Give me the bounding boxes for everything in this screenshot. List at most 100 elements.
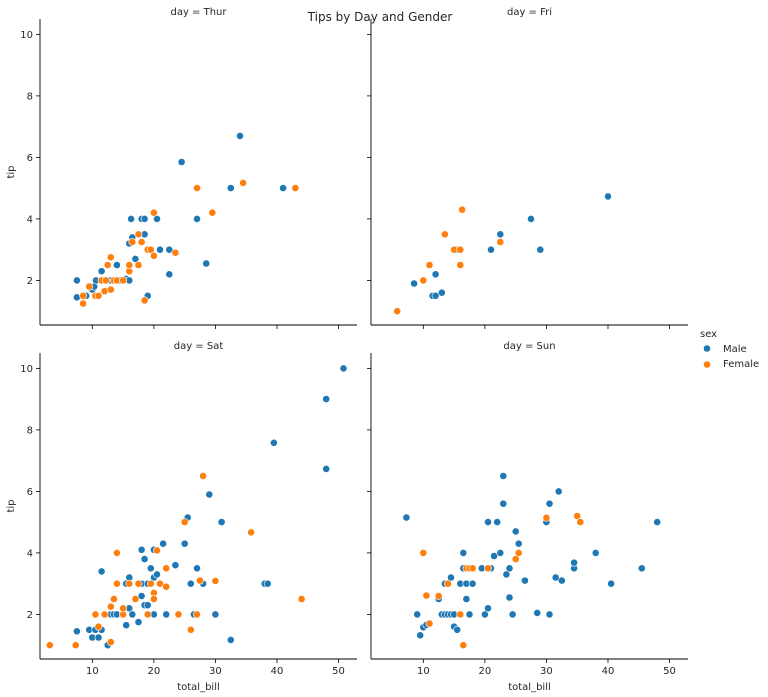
point-male xyxy=(162,610,171,619)
x-axis-label: total_bill xyxy=(177,682,220,693)
y-tick-label: 8 xyxy=(27,91,33,102)
point-male xyxy=(193,564,201,573)
point-female xyxy=(106,253,115,262)
point-male xyxy=(536,245,545,254)
point-female xyxy=(193,610,201,619)
point-female xyxy=(140,296,149,305)
point-male xyxy=(113,261,121,269)
point-male xyxy=(480,610,489,619)
point-female xyxy=(102,276,110,285)
point-male xyxy=(140,214,149,223)
point-male xyxy=(131,254,140,263)
point-male xyxy=(557,576,566,585)
point-female xyxy=(91,610,100,619)
point-female xyxy=(162,564,171,573)
point-female xyxy=(496,238,505,246)
point-female xyxy=(425,619,434,628)
point-male xyxy=(226,184,235,192)
point-male xyxy=(508,610,517,619)
point-male xyxy=(217,518,226,526)
point-female xyxy=(247,528,255,537)
point-female xyxy=(94,291,103,300)
point-female xyxy=(186,625,195,634)
x-tick-label: 20 xyxy=(479,666,492,677)
point-female xyxy=(422,591,431,600)
point-female xyxy=(106,638,115,646)
point-male xyxy=(533,609,542,617)
point-female xyxy=(459,641,468,650)
point-male xyxy=(607,579,615,588)
point-female xyxy=(134,230,143,239)
legend-marker-female xyxy=(703,360,711,369)
point-female xyxy=(149,251,158,260)
point-female xyxy=(79,299,87,308)
y-axis-label: tip xyxy=(6,165,17,178)
point-female xyxy=(514,549,523,557)
point-female xyxy=(113,549,121,557)
point-female xyxy=(468,564,477,573)
panels: day = Thur 2 4 6 8 10 tip day = Fri day = Sat 2 4 6… xyxy=(6,7,688,693)
point-male xyxy=(490,552,498,560)
y-tick-label: 4 xyxy=(27,548,33,559)
point-female xyxy=(193,184,201,192)
point-male xyxy=(94,633,103,642)
y-tick-label: 10 xyxy=(20,30,33,41)
point-male xyxy=(153,570,161,579)
point-male xyxy=(521,576,529,585)
point-female xyxy=(211,577,220,585)
point-male xyxy=(554,487,563,496)
x-tick-label: 50 xyxy=(332,666,345,677)
panel-3: day = Sat 2 4 6 8 10 10 20 30 40 50 tip total_bill xyxy=(6,341,357,693)
point-male xyxy=(226,636,235,644)
point-male xyxy=(453,625,462,634)
x-tick-label: 10 xyxy=(86,666,99,677)
y-tick-label: 10 xyxy=(20,364,33,375)
point-female xyxy=(137,238,146,246)
point-male xyxy=(527,214,535,223)
point-female xyxy=(456,610,465,619)
x-axis-label: total_bill xyxy=(508,682,551,693)
point-male xyxy=(140,555,149,563)
legend-title: sex xyxy=(700,329,717,340)
point-male xyxy=(205,490,214,499)
point-male xyxy=(122,621,131,630)
point-male xyxy=(496,549,505,557)
point-female xyxy=(149,208,158,217)
point-male xyxy=(137,545,146,554)
panel-title: day = Fri xyxy=(507,7,552,18)
point-male xyxy=(322,395,331,403)
point-male xyxy=(653,518,662,526)
point-male xyxy=(484,604,492,613)
point-female xyxy=(434,592,443,600)
point-female xyxy=(458,205,466,214)
point-male xyxy=(545,610,554,619)
y-tick-label: 4 xyxy=(27,214,33,225)
point-female xyxy=(199,472,207,480)
point-male xyxy=(465,610,474,619)
point-male xyxy=(459,549,468,557)
point-female xyxy=(125,579,134,588)
point-male xyxy=(171,561,180,570)
point-female xyxy=(94,622,103,631)
point-male xyxy=(134,618,143,626)
point-male xyxy=(545,499,554,508)
point-male xyxy=(468,579,477,588)
point-female xyxy=(85,282,94,291)
point-female xyxy=(208,208,217,217)
chart-title: Tips by Day and Gender xyxy=(307,10,453,24)
point-male xyxy=(499,472,508,480)
point-male xyxy=(502,570,511,579)
point-female xyxy=(45,641,54,650)
point-male xyxy=(514,539,523,548)
point-male xyxy=(431,270,440,279)
point-female xyxy=(103,261,112,269)
point-female xyxy=(511,555,520,563)
point-male xyxy=(263,579,272,588)
point-male xyxy=(496,230,505,239)
point-male xyxy=(236,131,244,140)
point-female xyxy=(146,245,155,254)
point-female xyxy=(297,595,306,603)
point-female xyxy=(125,261,134,269)
point-female xyxy=(106,285,115,294)
point-female xyxy=(456,261,465,269)
